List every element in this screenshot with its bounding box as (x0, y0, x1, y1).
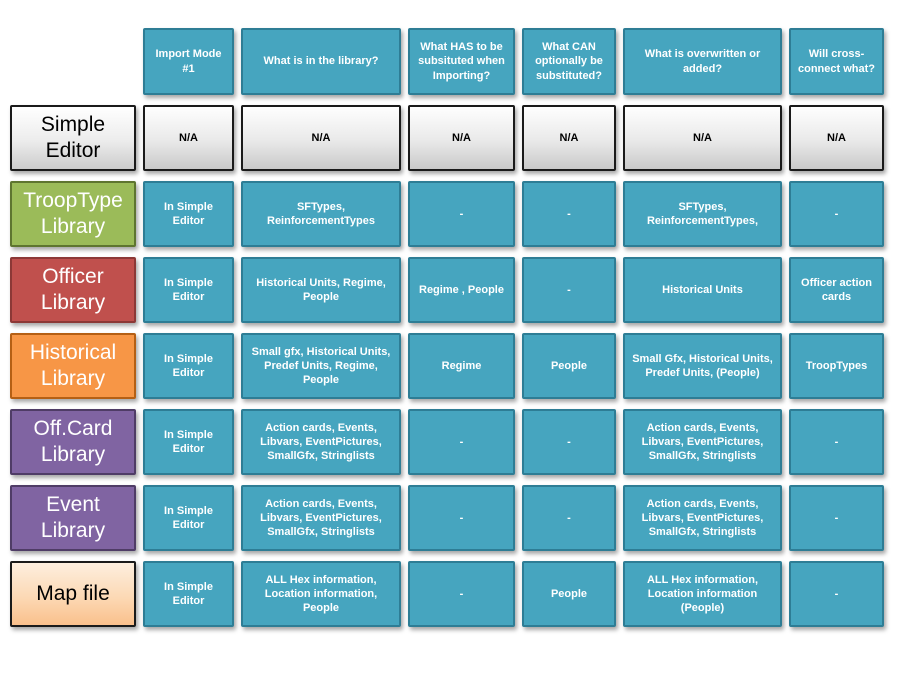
data-cell: In Simple Editor (143, 333, 234, 399)
column-header-overwritten-added: What is overwritten or added? (623, 28, 782, 95)
data-cell: - (408, 409, 515, 475)
data-cell: Regime (408, 333, 515, 399)
data-cell: N/A (143, 105, 234, 171)
column-header-import-mode: Import Mode #1 (143, 28, 234, 95)
row-label-event-library: Event Library (10, 485, 136, 551)
data-cell: N/A (408, 105, 515, 171)
data-cell: SFTypes, ReinforcementTypes, (623, 181, 782, 247)
row-label-trooptype-library: TroopType Library (10, 181, 136, 247)
data-cell: ALL Hex information, Location informatio… (623, 561, 782, 627)
row-label-map-file: Map file (10, 561, 136, 627)
row-label-historical-library: Historical Library (10, 333, 136, 399)
row-label-simple-editor: Simple Editor (10, 105, 136, 171)
column-header-what-in-library: What is in the library? (241, 28, 401, 95)
data-cell: In Simple Editor (143, 485, 234, 551)
import-mode-matrix: Import Mode #1 What is in the library? W… (10, 28, 884, 627)
data-cell: Action cards, Events, Libvars, EventPict… (241, 409, 401, 475)
data-cell: Small Gfx, Historical Units, Predef Unit… (623, 333, 782, 399)
column-header-cross-connect: Will cross-connect what? (789, 28, 884, 95)
data-cell: - (789, 181, 884, 247)
data-cell: - (522, 181, 616, 247)
data-cell: Action cards, Events, Libvars, EventPict… (623, 409, 782, 475)
data-cell: Small gfx, Historical Units, Predef Unit… (241, 333, 401, 399)
data-cell: People (522, 333, 616, 399)
data-cell: In Simple Editor (143, 181, 234, 247)
data-cell: N/A (241, 105, 401, 171)
data-cell: In Simple Editor (143, 257, 234, 323)
data-cell: - (408, 181, 515, 247)
column-header-can-substitute: What CAN optionally be substituted? (522, 28, 616, 95)
data-cell: - (522, 409, 616, 475)
data-cell: N/A (623, 105, 782, 171)
data-cell: Action cards, Events, Libvars, EventPict… (623, 485, 782, 551)
data-cell: Historical Units (623, 257, 782, 323)
column-header-has-to-substitute: What HAS to be subsituted when Importing… (408, 28, 515, 95)
data-cell: Action cards, Events, Libvars, EventPict… (241, 485, 401, 551)
data-cell: Historical Units, Regime, People (241, 257, 401, 323)
row-label-officer-library: Officer Library (10, 257, 136, 323)
data-cell: Regime , People (408, 257, 515, 323)
data-cell: ALL Hex information, Location informatio… (241, 561, 401, 627)
data-cell: - (408, 485, 515, 551)
data-cell: People (522, 561, 616, 627)
data-cell: SFTypes, ReinforcementTypes (241, 181, 401, 247)
empty-corner (10, 28, 136, 95)
data-cell: - (522, 485, 616, 551)
data-cell: TroopTypes (789, 333, 884, 399)
data-cell: - (408, 561, 515, 627)
data-cell: - (522, 257, 616, 323)
data-cell: N/A (789, 105, 884, 171)
data-cell: - (789, 561, 884, 627)
data-cell: N/A (522, 105, 616, 171)
data-cell: - (789, 485, 884, 551)
row-label-offcard-library: Off.Card Library (10, 409, 136, 475)
data-cell: Officer action cards (789, 257, 884, 323)
data-cell: In Simple Editor (143, 561, 234, 627)
data-cell: - (789, 409, 884, 475)
data-cell: In Simple Editor (143, 409, 234, 475)
